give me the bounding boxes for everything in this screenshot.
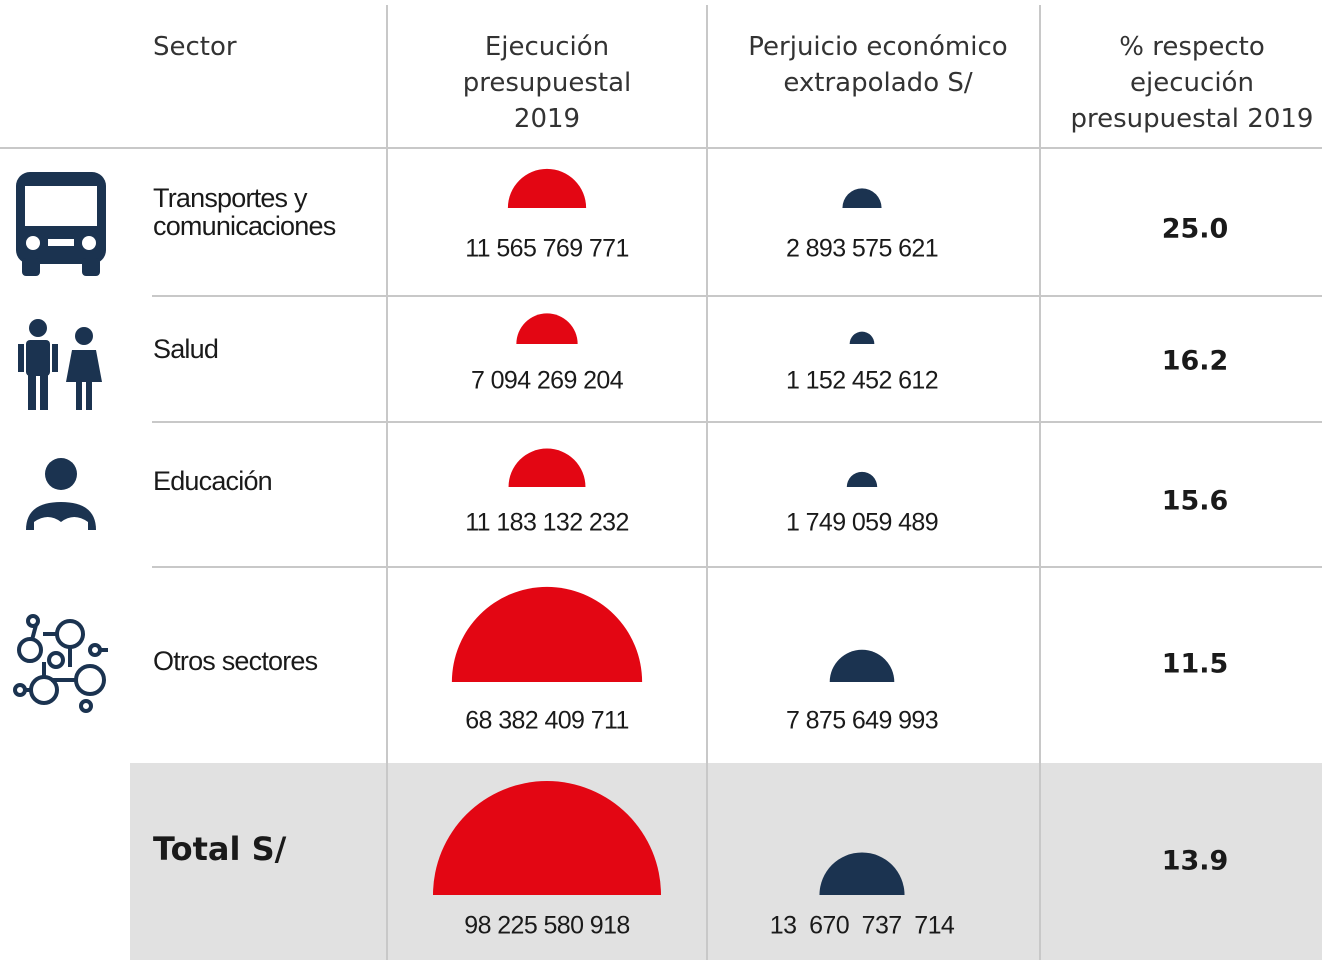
ejecucion-semicircle bbox=[516, 313, 578, 344]
header-sector: Sector bbox=[153, 32, 237, 62]
ejecucion-semicircle bbox=[507, 168, 587, 208]
sector-name: Total S/ bbox=[153, 830, 287, 868]
header-perjuicio: extrapolado S/ bbox=[783, 68, 972, 98]
network-icon bbox=[13, 614, 108, 713]
grid bbox=[0, 5, 1322, 960]
perjuicio-semicircle bbox=[846, 471, 878, 487]
sector-name: comunicaciones bbox=[153, 211, 336, 241]
ejecucion-value: 11 183 132 232 bbox=[465, 509, 629, 537]
header-ejecucion: 2019 bbox=[514, 104, 580, 134]
porcentaje-value: 16.2 bbox=[1162, 346, 1229, 377]
perjuicio-value: 7 875 649 993 bbox=[786, 707, 938, 735]
ejecucion-semicircle bbox=[508, 448, 586, 487]
header-porcentaje: presupuestal 2019 bbox=[1071, 104, 1314, 134]
sector-name: Transportes y bbox=[153, 183, 308, 213]
perjuicio-semicircle bbox=[849, 331, 875, 344]
perjuicio-value: 1 749 059 489 bbox=[786, 509, 938, 537]
perjuicio-value: 2 893 575 621 bbox=[786, 235, 938, 263]
sector-name: Salud bbox=[153, 334, 218, 364]
ejecucion-value: 7 094 269 204 bbox=[471, 367, 624, 395]
perjuicio-semicircle bbox=[842, 188, 882, 208]
ejecucion-value: 98 225 580 918 bbox=[464, 912, 629, 940]
perjuicio-value: 13 670 737 714 bbox=[770, 912, 955, 940]
sector-name: Educación bbox=[153, 466, 272, 496]
sector-name: Otros sectores bbox=[153, 646, 318, 676]
ejecucion-value: 68 382 409 711 bbox=[465, 707, 629, 735]
ejecucion-semicircle bbox=[451, 586, 643, 682]
health-icon bbox=[18, 319, 102, 410]
bus-icon bbox=[16, 172, 106, 276]
header-porcentaje: ejecución bbox=[1130, 68, 1254, 98]
total-background bbox=[130, 763, 1322, 960]
porcentaje-value: 11.5 bbox=[1162, 649, 1229, 680]
ejecucion-value: 11 565 769 771 bbox=[465, 235, 629, 263]
perjuicio-value: 1 152 452 612 bbox=[786, 367, 938, 395]
header-ejecucion: presupuestal bbox=[463, 68, 632, 98]
porcentaje-value: 15.6 bbox=[1162, 486, 1229, 517]
header-perjuicio: Perjuicio económico bbox=[748, 32, 1007, 62]
ejecucion-semicircle bbox=[433, 781, 661, 895]
header-porcentaje: % respecto bbox=[1119, 32, 1265, 62]
porcentaje-value: 13.9 bbox=[1162, 846, 1229, 877]
perjuicio-semicircle bbox=[829, 649, 895, 682]
header-ejecucion: Ejecución bbox=[485, 32, 609, 62]
education-icon bbox=[26, 458, 96, 530]
porcentaje-value: 25.0 bbox=[1162, 214, 1229, 245]
perjuicio-semicircle bbox=[819, 852, 905, 895]
